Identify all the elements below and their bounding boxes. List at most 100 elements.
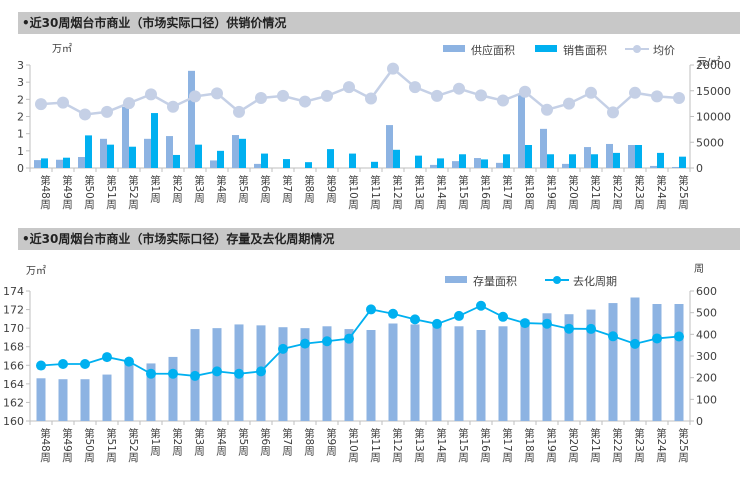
top-bar-a — [518, 94, 525, 168]
top-bar-b — [481, 159, 488, 168]
top-x-tick-label: 第9周 — [325, 174, 337, 203]
top-line-point — [167, 100, 179, 113]
top-bar-a — [650, 165, 657, 168]
top-bar-a — [584, 147, 591, 168]
top-line-point — [453, 82, 465, 95]
top-bar-b — [217, 150, 224, 168]
top-bar-b — [349, 153, 356, 168]
bottom-x-tick-label: 第50周 — [83, 427, 95, 463]
top-x-tick-label: 第21周 — [589, 174, 601, 210]
top-bar-b — [525, 144, 532, 168]
top-bar-b — [569, 154, 576, 168]
top-x-tick-label: 第2周 — [171, 174, 183, 203]
bottom-x-tick-label: 第23周 — [633, 427, 645, 463]
bottom-bar-a — [344, 329, 354, 421]
bottom-y-tick-label: 166 — [3, 359, 24, 372]
bottom-line-point — [190, 370, 200, 381]
top-bar-b — [63, 157, 70, 168]
top-bar-b — [261, 153, 268, 168]
bottom-bar-a — [630, 297, 640, 421]
bottom-x-tick-label: 第51周 — [105, 427, 117, 463]
top-x-tick-label: 第48周 — [39, 174, 51, 210]
top-x-tick-label: 第50周 — [83, 174, 95, 210]
top-line-point — [255, 91, 267, 104]
bottom-bar-a — [454, 326, 464, 421]
top-y2-tick-label: 10000 — [696, 111, 731, 124]
bottom-legend-label: 去化周期 — [573, 274, 617, 288]
bottom-line-point — [564, 323, 574, 334]
bottom-y2-tick-label: 600 — [696, 285, 717, 298]
bottom-line-point — [256, 366, 266, 377]
top-bar-a — [254, 163, 261, 168]
top-bar-b — [283, 159, 290, 168]
bottom-line-point — [432, 318, 442, 329]
top-bar-b — [393, 149, 400, 168]
top-bar-a — [188, 70, 195, 168]
bottom-bar-a — [366, 330, 376, 421]
top-bar-a — [144, 138, 151, 168]
top-bar-a — [606, 143, 613, 168]
bottom-x-tick-label: 第10周 — [347, 427, 359, 463]
bottom-bar-a — [300, 328, 310, 421]
top-line-point — [123, 97, 135, 110]
top-bar-a — [56, 159, 63, 168]
bottom-bar-a — [608, 303, 618, 421]
top-line-point — [233, 105, 245, 118]
top-line-point — [519, 85, 531, 98]
top-bar-b — [195, 144, 202, 168]
bottom-x-tick-label: 第14周 — [435, 427, 447, 463]
top-bar-b — [305, 162, 312, 168]
bottom-legend-marker — [553, 276, 561, 284]
bottom-line-point — [212, 366, 222, 377]
bottom-line-point — [124, 356, 134, 367]
top-x-tick-label: 第20周 — [567, 174, 579, 210]
bottom-y-tick-label: 172 — [3, 304, 24, 317]
top-chart-header: •近30周烟台市商业（市场实际口径）供销价情况 — [18, 12, 740, 34]
top-x-tick-label: 第23周 — [633, 174, 645, 210]
top-line-point — [321, 89, 333, 102]
top-line-point — [189, 90, 201, 103]
top-line-point — [607, 106, 619, 119]
top-bar-b — [503, 154, 510, 168]
top-bar-b — [657, 152, 664, 168]
bottom-y-tick-label: 170 — [3, 322, 24, 335]
bottom-bar-a — [124, 362, 134, 421]
top-x-tick-label: 第14周 — [435, 174, 447, 210]
top-line-point — [563, 97, 575, 110]
bottom-y2-tick-label: 500 — [696, 307, 717, 320]
top-legend-label: 销售面积 — [563, 43, 607, 57]
top-line-point — [541, 103, 553, 116]
top-line-point — [497, 94, 509, 107]
bottom-bar-a — [146, 363, 156, 421]
bottom-x-tick-label: 第48周 — [39, 427, 51, 463]
top-bar-b — [437, 158, 444, 168]
top-bar-a — [210, 160, 217, 168]
top-bar-b — [371, 161, 378, 168]
bottom-x-tick-label: 第6周 — [259, 427, 271, 456]
bottom-line-point — [608, 331, 618, 342]
top-line-point — [651, 90, 663, 103]
bottom-line-point — [388, 308, 398, 319]
top-x-tick-label: 第24周 — [655, 174, 667, 210]
top-bar-a — [78, 157, 85, 168]
top-bar-b — [415, 155, 422, 168]
top-bar-a — [122, 106, 129, 168]
top-line-point — [409, 81, 421, 94]
top-y-tick-label: 1 — [17, 128, 24, 141]
top-x-tick-label: 第13周 — [413, 174, 425, 210]
bottom-x-tick-label: 第13周 — [413, 427, 425, 463]
bottom-x-tick-label: 第8周 — [303, 427, 315, 456]
top-line-point — [35, 98, 47, 111]
top-x-tick-label: 第7周 — [281, 174, 293, 203]
top-x-tick-label: 第19周 — [545, 174, 557, 210]
bottom-y2label: 周 — [694, 263, 704, 275]
top-bar-b — [85, 135, 92, 168]
bottom-bar-a — [520, 319, 530, 421]
bottom-x-tick-label: 第3周 — [193, 427, 205, 456]
top-x-tick-label: 第11周 — [369, 174, 381, 210]
bottom-line-point — [58, 359, 68, 370]
bottom-line-point — [146, 368, 156, 379]
top-bar-a — [100, 138, 107, 168]
bottom-legend-label: 存量面积 — [473, 274, 517, 288]
top-x-tick-label: 第25周 — [677, 174, 689, 210]
